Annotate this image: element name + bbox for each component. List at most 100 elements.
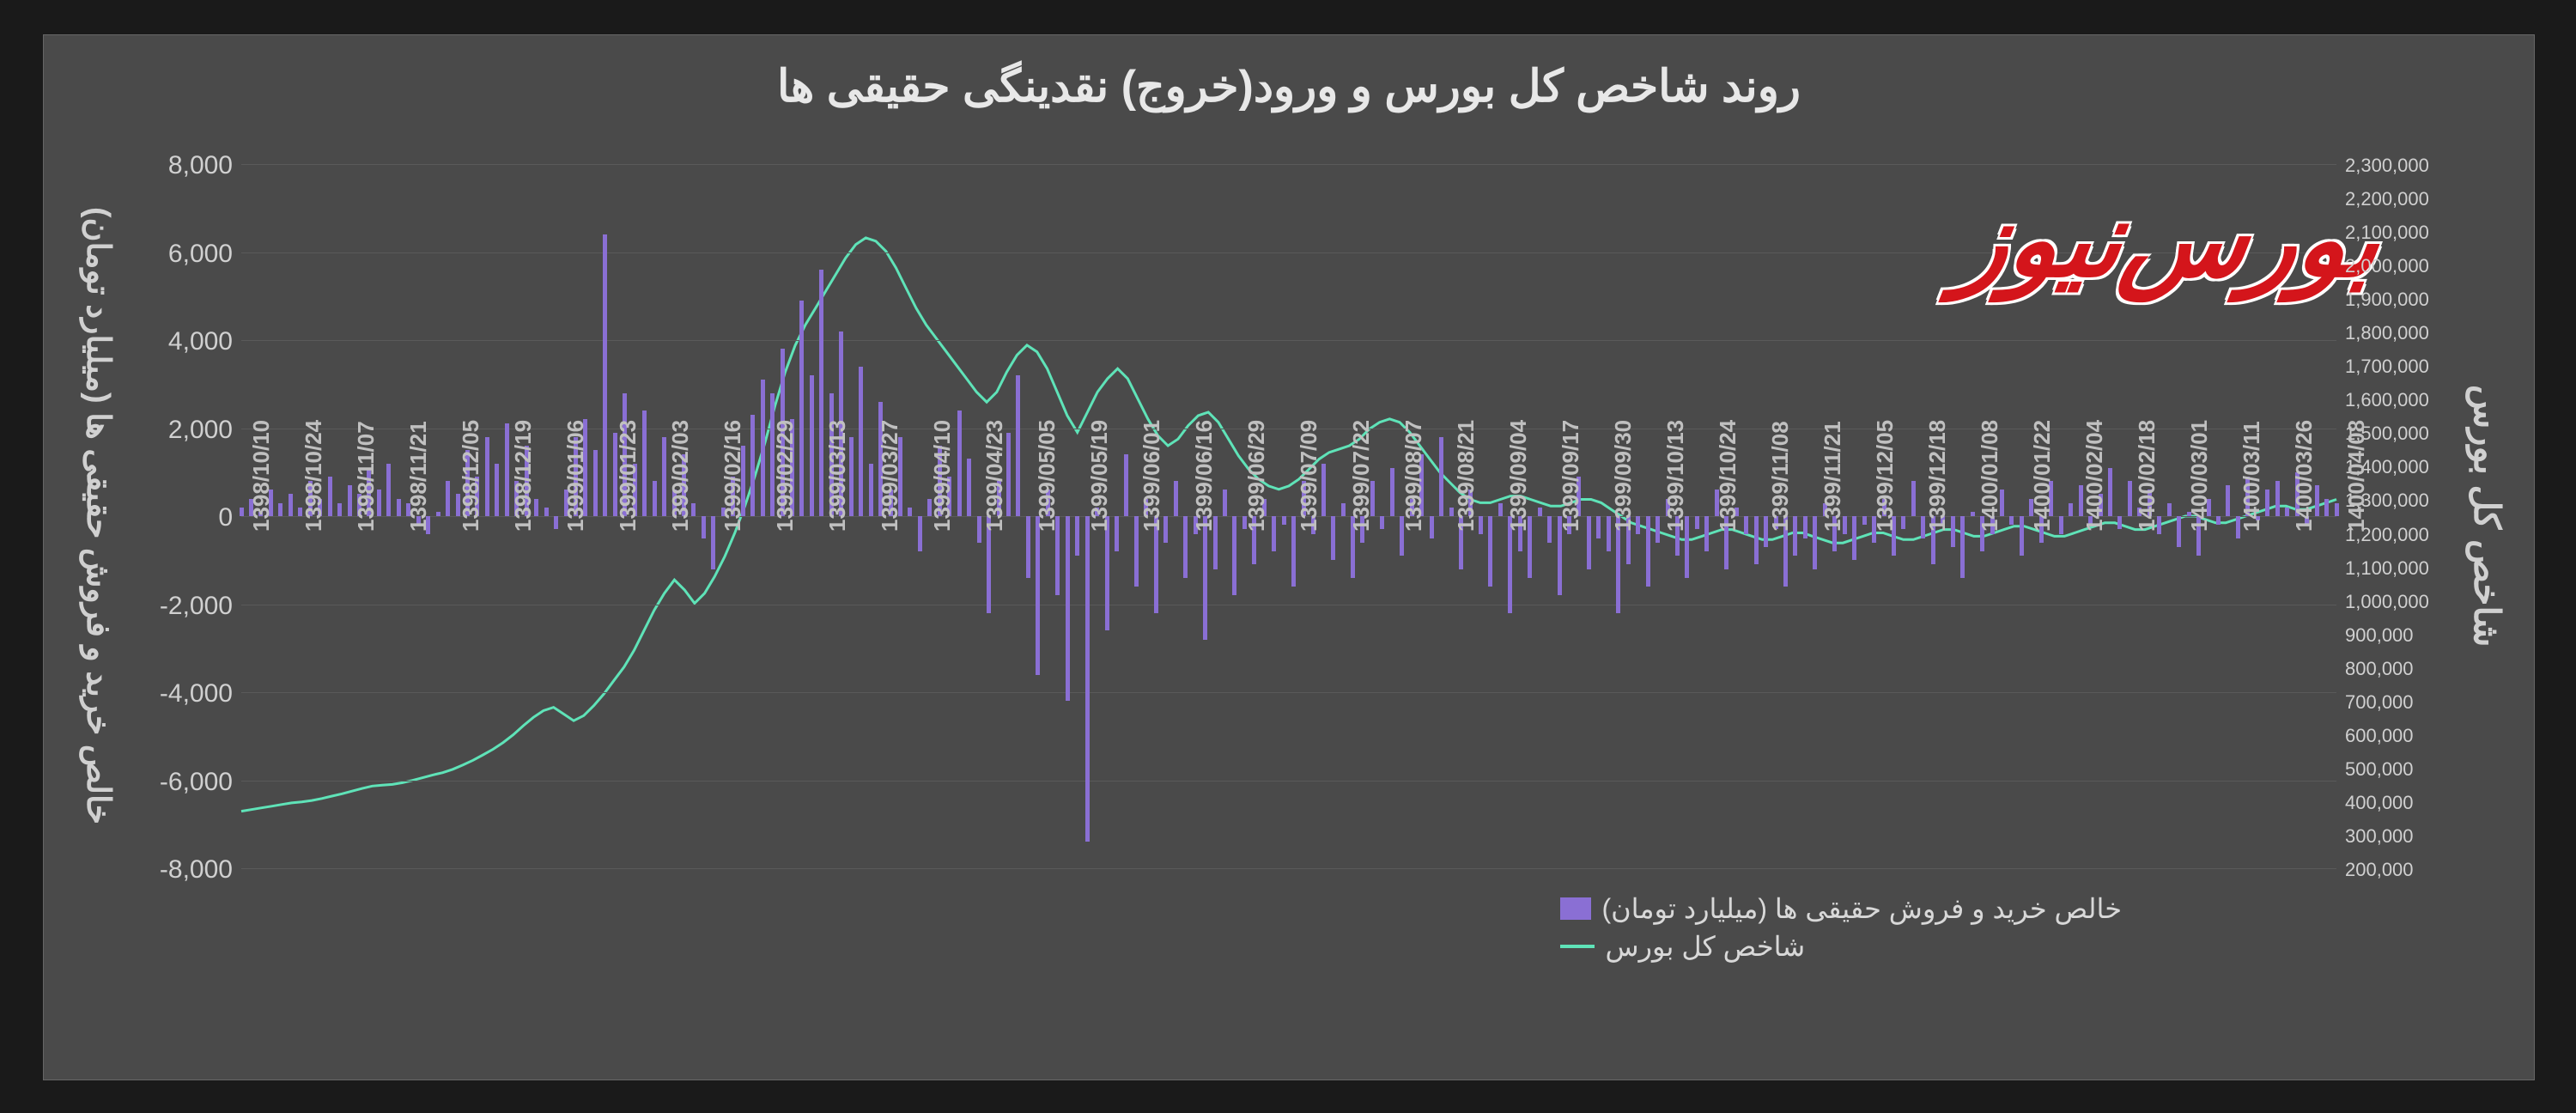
xtick: 1399/05/05 [1034,420,1060,532]
bar [1498,503,1503,516]
chart-title: روند شاخص کل بورس و ورود(خروج) نقدینگی ح… [44,61,2534,113]
bar [2335,503,2339,516]
left-ytick: 2,000 [147,416,233,445]
xtick: 1399/12/05 [1872,420,1899,532]
bar [1439,437,1443,516]
left-ytick: -6,000 [147,768,233,797]
legend-item: شاخص کل بورس [1560,930,2122,963]
bar [2226,485,2230,516]
xtick: 1399/07/09 [1296,420,1322,532]
bar [1115,516,1119,551]
bar [869,464,873,517]
bar [505,423,509,516]
bar [819,270,823,516]
watermark-logo: بورس‌نیوز [1951,181,2388,301]
bar [240,508,244,516]
bar [750,415,755,516]
bar [799,301,804,516]
bar [859,367,863,516]
bar [2117,516,2122,529]
left-ytick: 0 [147,503,233,532]
bar [1488,516,1492,587]
xtick: 1399/07/22 [1348,420,1375,532]
bar [1390,468,1394,516]
bar [386,464,391,517]
bar [2020,516,2024,556]
bar [1016,375,1020,516]
bar [1026,516,1030,578]
bar [328,477,332,516]
right-ytick: 1,100,000 [2345,557,2465,580]
bar [544,508,549,516]
xtick: 1399/02/03 [667,420,694,532]
left-axis-label: خالص خرید و فروش حقیقی ها (میلیارد تومان… [82,190,117,842]
left-ytick: -8,000 [147,855,233,885]
xtick: 1399/04/23 [981,420,1008,532]
bar [1754,516,1759,564]
bar [278,503,283,516]
bar [2128,481,2132,516]
bar [1124,454,1128,516]
bar [1085,516,1090,842]
bar [603,234,607,516]
bar [1951,516,1955,547]
xtick: 1399/05/19 [1086,420,1113,532]
bar [1911,481,1916,516]
bar [495,464,499,517]
xtick: 1399/09/17 [1558,420,1584,532]
bar [1971,512,1975,516]
xtick: 1399/10/13 [1662,420,1689,532]
xtick: 1399/01/23 [615,420,641,532]
right-ytick: 400,000 [2345,792,2465,814]
bar [2167,503,2172,516]
legend-item: خالص خرید و فروش حقیقی ها (میلیارد تومان… [1560,892,2122,925]
right-ytick: 300,000 [2345,825,2465,848]
right-ytick: 600,000 [2345,725,2465,747]
xtick: 1399/08/21 [1453,420,1479,532]
bar [711,516,715,569]
bar [653,481,657,516]
bar [1066,516,1070,701]
bar [1538,508,1542,516]
bar [289,494,293,516]
bar [810,375,814,516]
bar [2324,499,2329,517]
xtick: 1399/06/16 [1191,420,1218,532]
xtick: 1399/06/29 [1243,420,1270,532]
left-ytick: 8,000 [147,151,233,180]
bar [1744,516,1748,534]
xtick: 1398/11/21 [405,421,432,532]
bar [337,503,342,516]
left-ytick: -2,000 [147,592,233,621]
right-ytick: 2,300,000 [2345,155,2465,177]
bar [2216,516,2221,525]
right-ytick: 2,000,000 [2345,255,2465,277]
xtick: 1400/01/08 [1977,420,2003,532]
bar [1174,481,1178,516]
bar [1036,516,1040,675]
bar [1803,516,1807,538]
xtick: 1399/02/16 [720,420,746,532]
bar [1852,516,1856,560]
bar [1704,516,1709,551]
xtick: 1400/03/26 [2291,420,2318,532]
left-ytick: -4,000 [147,679,233,709]
bar [2265,490,2269,516]
bar [554,516,558,529]
xtick: 1399/08/07 [1400,420,1427,532]
bar [1901,516,1905,529]
right-ytick: 2,100,000 [2345,222,2465,244]
xtick: 1399/09/04 [1505,420,1532,532]
bar [593,450,598,516]
right-ytick: 1,700,000 [2345,356,2465,378]
xtick: 1399/03/27 [877,420,903,532]
xtick: 1399/09/30 [1610,420,1637,532]
bar [1646,516,1650,587]
bar [761,380,765,516]
xtick: 1399/11/21 [1820,421,1846,532]
bar [908,508,912,516]
legend: خالص خرید و فروش حقیقی ها (میلیارد تومان… [1560,887,2122,968]
bar [2069,503,2073,516]
bar [2108,468,2112,516]
xtick: 1399/01/06 [562,420,589,532]
